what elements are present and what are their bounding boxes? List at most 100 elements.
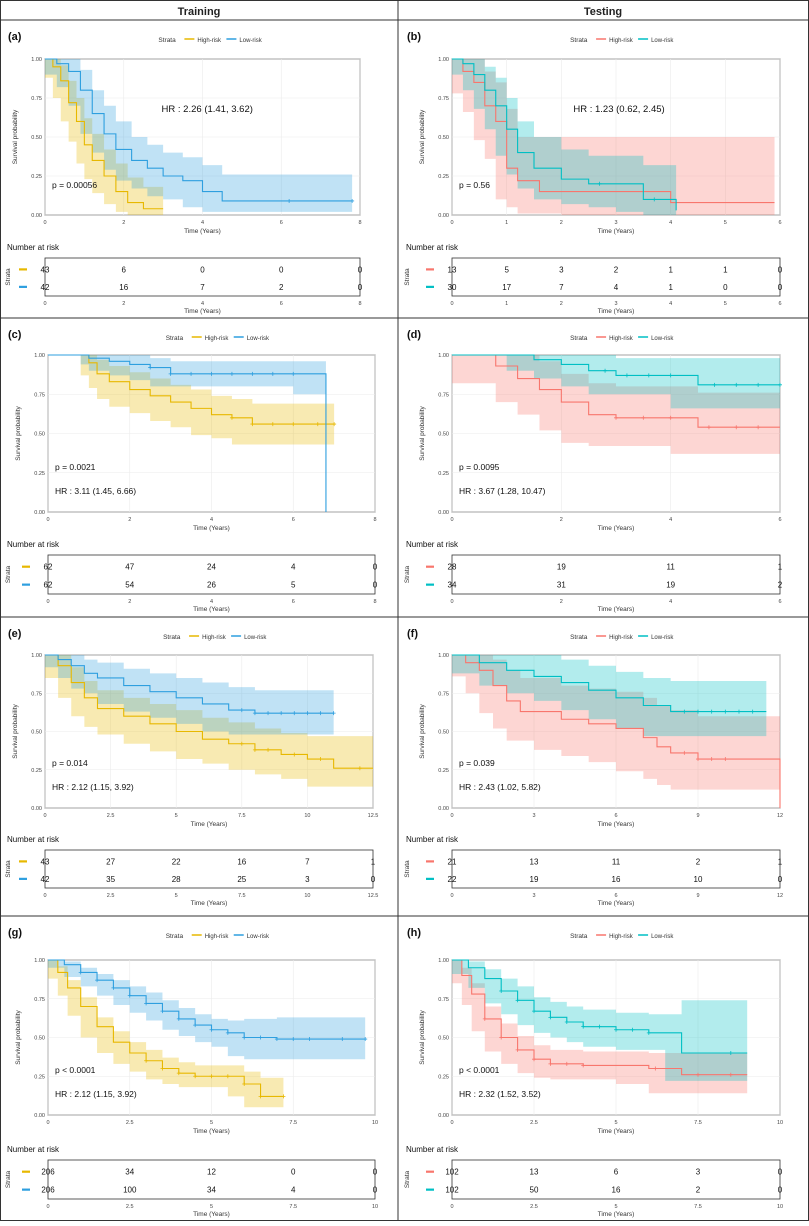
risk-count: 19 bbox=[557, 563, 566, 572]
censor-mark bbox=[229, 415, 234, 420]
risk-x-tick-label: 3 bbox=[532, 893, 535, 899]
survival-curve-low bbox=[48, 354, 327, 512]
censor-mark bbox=[668, 415, 673, 420]
risk-table-strata-label: Strata bbox=[5, 565, 12, 583]
censor-mark bbox=[581, 1063, 586, 1068]
ci-band-high bbox=[452, 355, 780, 454]
risk-count: 42 bbox=[41, 875, 50, 884]
risk-x-tick-label: 0 bbox=[46, 599, 49, 605]
risk-x-tick-label: 9 bbox=[696, 893, 699, 899]
x-tick-label: 2.5 bbox=[530, 1120, 538, 1126]
x-axis-label: Time (Years) bbox=[184, 228, 221, 235]
ci-band-low bbox=[48, 960, 366, 1060]
risk-count: 35 bbox=[106, 875, 115, 884]
risk-count: 25 bbox=[237, 875, 246, 884]
risk-x-tick-label: 2 bbox=[560, 599, 563, 605]
ci-band-low bbox=[48, 355, 326, 512]
legend-label-low: Low-risk bbox=[247, 934, 270, 940]
risk-x-tick-label: 0 bbox=[43, 301, 46, 307]
legend-label-high: High-risk bbox=[609, 934, 634, 940]
risk-x-tick-label: 4 bbox=[669, 301, 672, 307]
survival-curve-high bbox=[45, 58, 164, 210]
risk-x-axis-label: Time (Years) bbox=[598, 900, 635, 907]
ci-band-high bbox=[452, 655, 780, 808]
censor-mark bbox=[597, 181, 602, 186]
x-tick-label: 10 bbox=[372, 1120, 378, 1126]
x-axis-label: Time (Years) bbox=[191, 821, 228, 828]
risk-count: 2 bbox=[614, 265, 619, 274]
risk-count: 1 bbox=[778, 563, 783, 572]
risk-count: 42 bbox=[41, 283, 50, 292]
y-axis-label: Survival probability bbox=[12, 109, 19, 164]
risk-count: 30 bbox=[448, 283, 457, 292]
risk-x-tick-label: 6 bbox=[778, 301, 781, 307]
x-tick-label: 0 bbox=[43, 220, 46, 226]
censor-mark bbox=[291, 1037, 296, 1042]
censor-mark bbox=[499, 989, 504, 993]
censor-mark bbox=[250, 422, 255, 427]
ci-band-low bbox=[452, 655, 767, 737]
risk-count: 16 bbox=[612, 875, 621, 884]
x-tick-label: 0 bbox=[450, 220, 453, 226]
legend-label-high: High-risk bbox=[609, 336, 634, 342]
panel-tag: (b) bbox=[407, 31, 421, 43]
censor-mark bbox=[734, 382, 739, 387]
y-axis-label: Survival probability bbox=[419, 109, 426, 164]
censor-mark bbox=[653, 1066, 658, 1071]
risk-count: 2 bbox=[696, 1186, 701, 1195]
risk-x-tick-label: 10 bbox=[372, 1204, 378, 1210]
x-tick-label: 10 bbox=[304, 813, 310, 819]
risk-count: 0 bbox=[279, 265, 284, 274]
censor-mark bbox=[160, 1066, 165, 1071]
censor-mark bbox=[482, 1016, 487, 1021]
censor-mark bbox=[652, 197, 657, 202]
y-tick-label: 0.50 bbox=[34, 432, 45, 438]
p-value-text: p = 0.0095 bbox=[459, 462, 500, 472]
risk-x-axis-label: Time (Years) bbox=[193, 1211, 230, 1218]
censor-mark bbox=[270, 371, 275, 376]
hr-text: HR : 3.11 (1.45, 6.66) bbox=[55, 486, 136, 496]
censor-mark bbox=[209, 1027, 214, 1032]
panel-tag: (c) bbox=[8, 329, 22, 341]
survival-curve-high bbox=[452, 654, 781, 808]
panel-tag: (a) bbox=[8, 31, 22, 43]
censor-mark bbox=[225, 1030, 230, 1035]
y-tick-label: 0.50 bbox=[34, 1036, 45, 1042]
x-axis-label: Time (Years) bbox=[193, 525, 230, 532]
risk-table-frame bbox=[451, 1159, 781, 1200]
risk-count: 4 bbox=[291, 1186, 296, 1195]
risk-count: 24 bbox=[207, 563, 216, 572]
risk-count: 0 bbox=[778, 1168, 783, 1177]
x-tick-label: 2 bbox=[560, 517, 563, 523]
y-tick-label: 1.00 bbox=[438, 958, 449, 964]
censor-mark bbox=[706, 425, 711, 430]
risk-count: 11 bbox=[667, 563, 676, 572]
y-tick-label: 0.25 bbox=[438, 174, 449, 180]
censor-mark bbox=[734, 425, 739, 430]
y-tick-label: 0.50 bbox=[438, 432, 449, 438]
censor-mark bbox=[127, 993, 132, 998]
censor-mark bbox=[270, 422, 275, 427]
censor-mark bbox=[292, 711, 297, 716]
legend-label-low: Low-risk bbox=[651, 934, 674, 940]
censor-mark bbox=[728, 1072, 733, 1077]
x-tick-label: 0 bbox=[43, 813, 46, 819]
legend-label-high: High-risk bbox=[205, 336, 230, 342]
risk-count: 50 bbox=[530, 1186, 539, 1195]
risk-count: 0 bbox=[371, 875, 376, 884]
risk-table-strata-label: Strata bbox=[5, 268, 12, 286]
censor-mark bbox=[176, 1016, 181, 1021]
censor-mark bbox=[709, 757, 714, 762]
x-tick-label: 2.5 bbox=[126, 1120, 134, 1126]
x-tick-label: 6 bbox=[292, 517, 295, 523]
number-at-risk-title: Number at risk bbox=[406, 1145, 459, 1154]
censor-mark bbox=[668, 373, 673, 378]
censor-mark bbox=[712, 382, 717, 387]
risk-count: 102 bbox=[445, 1186, 459, 1195]
x-tick-label: 0 bbox=[450, 813, 453, 819]
testing-header: Testing bbox=[584, 6, 622, 18]
censor-mark bbox=[499, 1035, 504, 1040]
censor-mark bbox=[756, 382, 761, 387]
